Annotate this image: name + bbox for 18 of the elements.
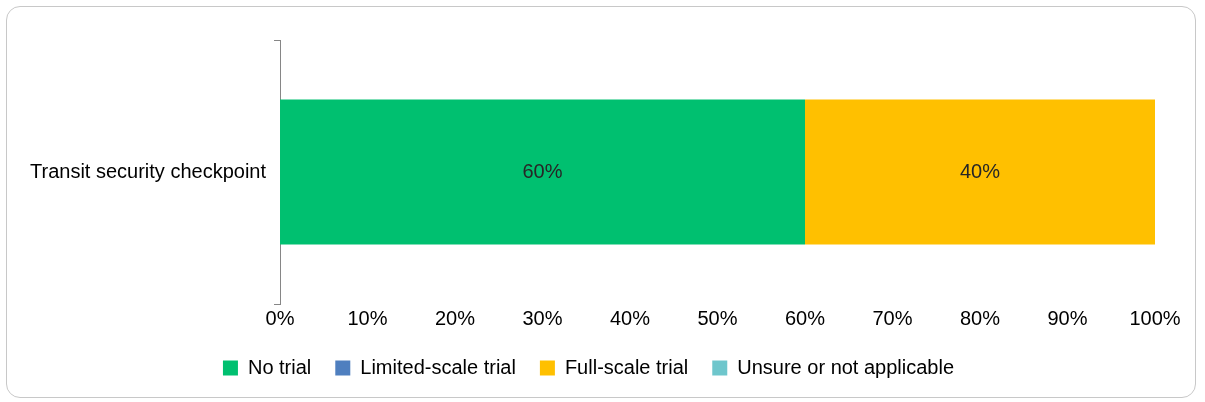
legend-label: Unsure or not applicable xyxy=(737,355,955,378)
x-tick-label: 100% xyxy=(1129,306,1181,329)
x-tick-label: 20% xyxy=(435,306,476,329)
legend-label: Full-scale trial xyxy=(564,355,689,378)
x-tick-label: 60% xyxy=(784,306,826,329)
data-label: 40% xyxy=(959,159,1001,182)
x-tick-label: 0% xyxy=(265,306,295,329)
data-label: 60% xyxy=(522,159,563,182)
legend-label: No trial xyxy=(247,355,312,378)
x-tick-label: 70% xyxy=(872,306,913,329)
y-tick-label: Transit security checkpoint xyxy=(30,159,267,182)
legend-label: Limited-scale trial xyxy=(360,355,516,378)
x-tick-label: 40% xyxy=(609,306,651,329)
x-tick-label: 10% xyxy=(347,306,388,329)
x-tick-label: 90% xyxy=(1047,306,1088,329)
x-tick-label: 30% xyxy=(522,306,563,329)
x-tick-label: 80% xyxy=(959,306,1001,329)
x-tick-label: 50% xyxy=(697,306,738,329)
